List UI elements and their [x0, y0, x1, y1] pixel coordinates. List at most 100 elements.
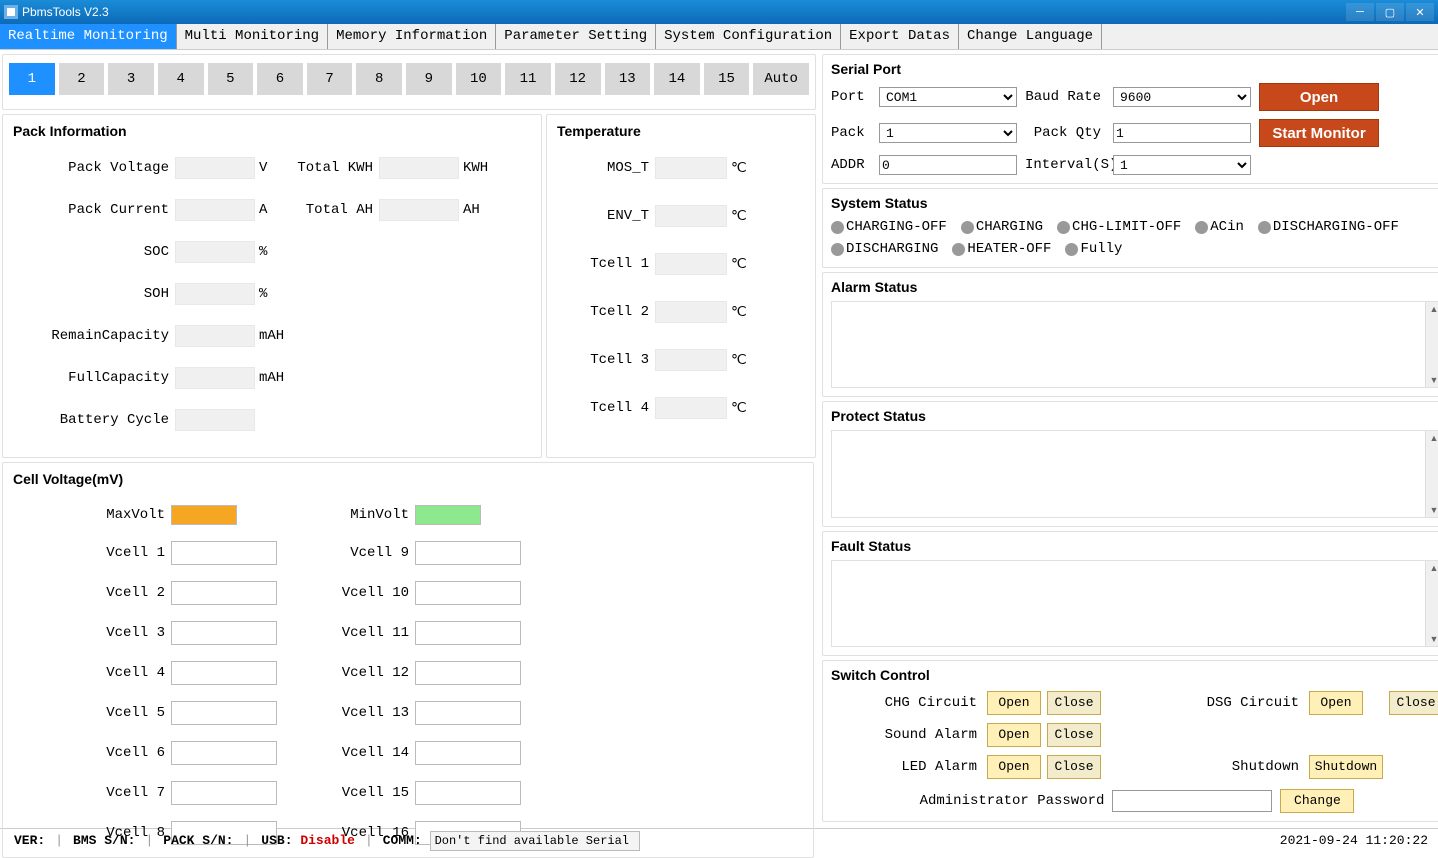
- tab-memory-information[interactable]: Memory Information: [328, 24, 496, 49]
- status-dot-icon: [952, 243, 965, 256]
- pack-button-8[interactable]: 8: [356, 63, 402, 95]
- cell-label: Vcell 5: [73, 705, 171, 721]
- addr-label: ADDR: [831, 157, 871, 173]
- fault-scrollbar[interactable]: ▲▼: [1425, 561, 1438, 646]
- close-button[interactable]: ✕: [1406, 3, 1434, 21]
- protect-scrollbar[interactable]: ▲▼: [1425, 431, 1438, 516]
- cell-input[interactable]: [415, 621, 521, 645]
- field-label: FullCapacity: [13, 370, 175, 386]
- protect-status-title: Protect Status: [831, 408, 1438, 424]
- field-unit: KWH: [463, 160, 493, 176]
- cell-input[interactable]: [171, 541, 277, 565]
- switch-close-button[interactable]: Close: [1047, 723, 1101, 747]
- tab-multi-monitoring[interactable]: Multi Monitoring: [177, 24, 328, 49]
- start-monitor-button[interactable]: Start Monitor: [1259, 119, 1379, 147]
- field-value: [175, 283, 255, 305]
- field-unit: mAH: [259, 370, 289, 386]
- maximize-button[interactable]: ▢: [1376, 3, 1404, 21]
- open-button[interactable]: Open: [1259, 83, 1379, 111]
- change-password-button[interactable]: Change: [1280, 789, 1354, 813]
- cell-label: Vcell 11: [317, 625, 415, 641]
- cell-input[interactable]: [415, 701, 521, 725]
- cell-label: Vcell 10: [317, 585, 415, 601]
- pack-button-1[interactable]: 1: [9, 63, 55, 95]
- field-value: [655, 253, 727, 275]
- status-discharging-off: DISCHARGING-OFF: [1258, 219, 1399, 235]
- field-label: Total KWH: [289, 160, 379, 176]
- pack-button-4[interactable]: 4: [158, 63, 204, 95]
- pack-button-6[interactable]: 6: [257, 63, 303, 95]
- switch-button[interactable]: Shutdown: [1309, 755, 1383, 779]
- switch-label: DSG Circuit: [1153, 695, 1303, 711]
- switch-close-button[interactable]: Close: [1047, 755, 1101, 779]
- tab-export-datas[interactable]: Export Datas: [841, 24, 959, 49]
- status-dot-icon: [961, 221, 974, 234]
- cell-input[interactable]: [415, 581, 521, 605]
- fault-status-panel: Fault Status ▲▼: [822, 531, 1438, 656]
- field-value: [175, 157, 255, 179]
- cell-input[interactable]: [171, 661, 277, 685]
- cell-label: Vcell 3: [73, 625, 171, 641]
- field-label: Battery Cycle: [13, 412, 175, 428]
- pack-button-7[interactable]: 7: [307, 63, 353, 95]
- pack-sn-label: PACK S/N:: [153, 833, 243, 848]
- cell-input[interactable]: [171, 781, 277, 805]
- cell-input[interactable]: [415, 781, 521, 805]
- field-label: Tcell 4: [557, 400, 655, 416]
- switch-button[interactable]: Close: [1389, 691, 1438, 715]
- pack-button-5[interactable]: 5: [208, 63, 254, 95]
- field-unit: %: [259, 286, 289, 302]
- field-unit: A: [259, 202, 289, 218]
- alarm-scrollbar[interactable]: ▲▼: [1425, 302, 1438, 387]
- switch-open-button[interactable]: Open: [987, 755, 1041, 779]
- field-unit: %: [259, 244, 289, 260]
- pack-button-14[interactable]: 14: [654, 63, 700, 95]
- pack-info-title: Pack Information: [13, 123, 531, 139]
- switch-close-button[interactable]: Close: [1047, 691, 1101, 715]
- pack-button-10[interactable]: 10: [456, 63, 502, 95]
- port-select[interactable]: COM1: [879, 87, 1017, 107]
- field-value: [655, 157, 727, 179]
- switch-open-button[interactable]: Open: [987, 691, 1041, 715]
- field-unit: ℃: [731, 160, 761, 177]
- status-dot-icon: [831, 221, 844, 234]
- interval-select[interactable]: 1: [1113, 155, 1251, 175]
- pack-button-auto[interactable]: Auto: [753, 63, 809, 95]
- admin-password-label: Administrator Password: [920, 793, 1105, 809]
- cell-input[interactable]: [415, 661, 521, 685]
- pack-button-11[interactable]: 11: [505, 63, 551, 95]
- cell-input[interactable]: [171, 581, 277, 605]
- pack-button-15[interactable]: 15: [704, 63, 750, 95]
- cell-label: Vcell 15: [317, 785, 415, 801]
- tab-parameter-setting[interactable]: Parameter Setting: [496, 24, 656, 49]
- tab-realtime-monitoring[interactable]: Realtime Monitoring: [0, 24, 177, 49]
- pack-button-2[interactable]: 2: [59, 63, 105, 95]
- usb-label: USB:: [261, 833, 292, 848]
- admin-password-input[interactable]: [1112, 790, 1272, 812]
- cell-input[interactable]: [415, 541, 521, 565]
- field-unit: AH: [463, 202, 493, 218]
- status-label: CHARGING-OFF: [846, 219, 947, 235]
- pack-button-12[interactable]: 12: [555, 63, 601, 95]
- tab-change-language[interactable]: Change Language: [959, 24, 1102, 49]
- pack-button-3[interactable]: 3: [108, 63, 154, 95]
- field-label: Tcell 1: [557, 256, 655, 272]
- switch-open-button[interactable]: Open: [987, 723, 1041, 747]
- cell-input[interactable]: [171, 621, 277, 645]
- protect-status-panel: Protect Status ▲▼: [822, 401, 1438, 526]
- tab-system-configuration[interactable]: System Configuration: [656, 24, 841, 49]
- field-label: Pack Voltage: [13, 160, 175, 176]
- packqty-input[interactable]: [1113, 123, 1251, 143]
- baud-select[interactable]: 9600: [1113, 87, 1251, 107]
- main-tabs: Realtime MonitoringMulti MonitoringMemor…: [0, 24, 1438, 50]
- pack-select[interactable]: 1: [879, 123, 1017, 143]
- addr-input[interactable]: [879, 155, 1017, 175]
- switch-button[interactable]: Open: [1309, 691, 1363, 715]
- pack-button-9[interactable]: 9: [406, 63, 452, 95]
- pack-button-13[interactable]: 13: [605, 63, 651, 95]
- cell-input[interactable]: [415, 741, 521, 765]
- temperature-title: Temperature: [557, 123, 805, 139]
- minimize-button[interactable]: ─: [1346, 3, 1374, 21]
- cell-input[interactable]: [171, 701, 277, 725]
- cell-input[interactable]: [171, 741, 277, 765]
